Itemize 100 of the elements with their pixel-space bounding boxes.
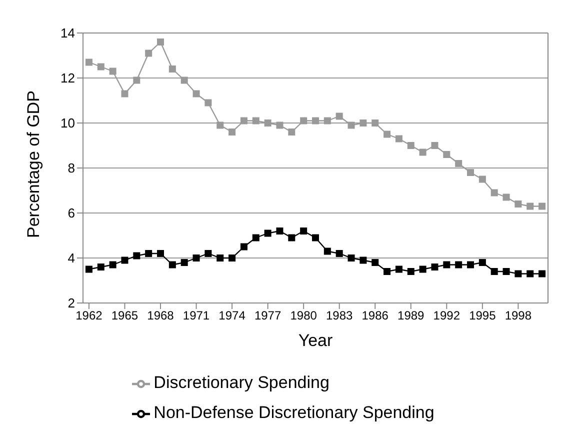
point (228, 254, 236, 262)
point (514, 270, 522, 278)
point (490, 268, 498, 275)
point (180, 76, 188, 84)
point (264, 230, 272, 237)
legend-label: Discretionary Spending (154, 373, 330, 392)
point (443, 151, 450, 158)
point (276, 228, 284, 234)
point (384, 268, 391, 275)
point (157, 38, 164, 46)
x-tick-label: 1968 (147, 308, 174, 323)
point (252, 234, 260, 242)
y-tick-label: 10 (60, 116, 75, 131)
y-tick-label: 14 (60, 26, 75, 41)
point (336, 112, 343, 120)
point (395, 266, 402, 273)
legend-label: Non-Defense Discretionary Spending (154, 403, 434, 422)
point (502, 268, 510, 275)
point (336, 250, 343, 257)
point (216, 254, 224, 262)
point (252, 117, 260, 124)
point (300, 117, 308, 124)
point (478, 259, 486, 266)
point (121, 256, 128, 264)
point (85, 58, 92, 66)
point (455, 160, 462, 167)
point (312, 117, 319, 124)
point (168, 66, 176, 72)
y-tick-label: 12 (60, 70, 75, 86)
point (324, 248, 331, 255)
point (526, 270, 534, 278)
y-tick-label: 6 (68, 206, 75, 221)
point (288, 234, 296, 242)
x-axis-title: Year (298, 331, 334, 350)
x-tick-label: 1971 (182, 308, 210, 323)
point (192, 90, 200, 98)
point (109, 261, 116, 268)
x-tick-label: 1998 (504, 308, 532, 323)
y-tick-label: 4 (68, 250, 75, 266)
point (204, 250, 212, 257)
point (478, 176, 486, 183)
point (168, 261, 176, 268)
point (276, 122, 284, 129)
point (204, 99, 212, 106)
point (145, 250, 152, 257)
point (431, 264, 438, 270)
point (216, 122, 224, 129)
y-tick-label: 8 (68, 160, 75, 176)
point (538, 270, 546, 278)
point (121, 90, 128, 98)
x-tick-label: 1965 (111, 308, 138, 323)
point (407, 268, 414, 275)
point (157, 250, 164, 257)
x-tick-label: 1962 (76, 308, 103, 323)
point (455, 261, 462, 268)
point (372, 120, 379, 126)
point (145, 50, 152, 57)
point (324, 117, 331, 124)
point (240, 243, 248, 250)
point (288, 128, 296, 136)
point (419, 266, 426, 273)
x-tick-label: 1983 (326, 308, 354, 323)
point (360, 120, 367, 126)
point (372, 259, 379, 266)
point (97, 264, 104, 270)
point (97, 63, 104, 70)
point (348, 122, 355, 129)
point (192, 254, 200, 262)
point (360, 256, 367, 264)
point (264, 120, 272, 126)
point (407, 142, 414, 149)
y-tick-label: 2 (68, 296, 75, 311)
point (384, 130, 391, 138)
x-tick-label: 1992 (433, 308, 460, 323)
x-tick-label: 1989 (398, 308, 425, 323)
point (240, 117, 248, 124)
point (467, 169, 474, 176)
y-axis-title: Percentage of GDP (24, 90, 44, 238)
point (431, 142, 438, 149)
x-tick-label: 1980 (290, 308, 318, 323)
point (300, 228, 308, 234)
point (180, 259, 188, 266)
point (133, 76, 140, 84)
point (443, 261, 450, 268)
point (228, 128, 236, 136)
point (490, 189, 498, 196)
point (467, 261, 474, 268)
x-tick-label: 1995 (469, 308, 496, 323)
point (419, 148, 426, 156)
point (85, 266, 92, 273)
point (538, 202, 546, 210)
point (133, 252, 140, 260)
point (395, 135, 402, 142)
point (109, 68, 116, 75)
point (348, 254, 355, 262)
x-tick-label: 1974 (218, 308, 246, 323)
x-tick-label: 1977 (254, 308, 282, 323)
x-tick-label: 1986 (362, 308, 389, 323)
point (312, 234, 319, 242)
point (514, 200, 522, 208)
